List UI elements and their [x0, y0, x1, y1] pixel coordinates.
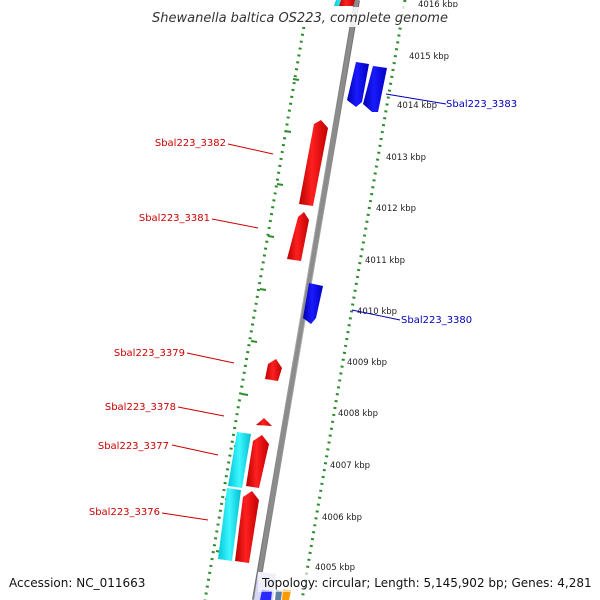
gene-label-sbal223-3380: Sbal223_3380: [401, 315, 472, 326]
gene-label-sbal223-3378: Sbal223_3378: [105, 402, 176, 413]
inner-track: [203, 19, 307, 600]
tick-labels: 4016 kbp 4015 kbp 4014 kbp 4013 kbp 4012…: [315, 0, 458, 573]
feature-top-red: [339, 0, 355, 6]
tick-label: 4011 kbp: [365, 256, 405, 266]
feature-cyan-2: [218, 488, 241, 561]
label-leaders: [161, 93, 447, 521]
tick-label: 4012 kbp: [376, 204, 416, 214]
gene-label-sbal223-3379: Sbal223_3379: [114, 348, 185, 359]
gene-sbal223-3382: [299, 120, 328, 206]
gene-sbal223-3379: [265, 359, 282, 381]
gene-label-sbal223-3381: Sbal223_3381: [139, 213, 210, 224]
tick-label: 4009 kbp: [347, 358, 387, 368]
gene-sbal223-3383-b: [363, 66, 387, 112]
accession-text: Accession: NC_011663: [9, 576, 145, 590]
tick-label: 4010 kbp: [357, 307, 397, 317]
map-title: Shewanella baltica OS223, complete genom…: [152, 11, 448, 26]
tick-label: 4016 kbp: [418, 0, 458, 10]
feature-bottom-blue: [260, 590, 272, 600]
feature-cyan-1: [228, 432, 251, 488]
gene-sbal223-3377: [246, 435, 269, 488]
gene-label-sbal223-3376: Sbal223_3376: [89, 507, 160, 518]
tick-label: 4008 kbp: [338, 409, 378, 419]
gene-label-sbal223-3377: Sbal223_3377: [98, 441, 169, 452]
gene-sbal223-3383-a: [347, 62, 369, 107]
gene-label-sbal223-3382: Sbal223_3382: [155, 138, 226, 149]
tick-label: 4014 kbp: [397, 101, 437, 111]
tick-label: 4005 kbp: [315, 563, 355, 573]
feature-bottom-gray: [275, 590, 282, 600]
gene-label-sbal223-3383: Sbal223_3383: [446, 99, 517, 110]
tick-label: 4007 kbp: [330, 461, 370, 471]
gene-sbal223-3378: [256, 418, 272, 426]
gene-sbal223-3381: [287, 212, 309, 261]
tick-label: 4013 kbp: [386, 153, 426, 163]
tick-label: 4006 kbp: [322, 513, 362, 523]
topology-text: Topology: circular; Length: 5,145,902 bp…: [261, 576, 592, 590]
gene-sbal223-3380: [303, 283, 323, 324]
tick-label: 4015 kbp: [409, 52, 449, 62]
gene-sbal223-3376: [235, 491, 259, 563]
gene-labels: Sbal223_3383 Sbal223_3382 Sbal223_3381 S…: [89, 99, 517, 518]
